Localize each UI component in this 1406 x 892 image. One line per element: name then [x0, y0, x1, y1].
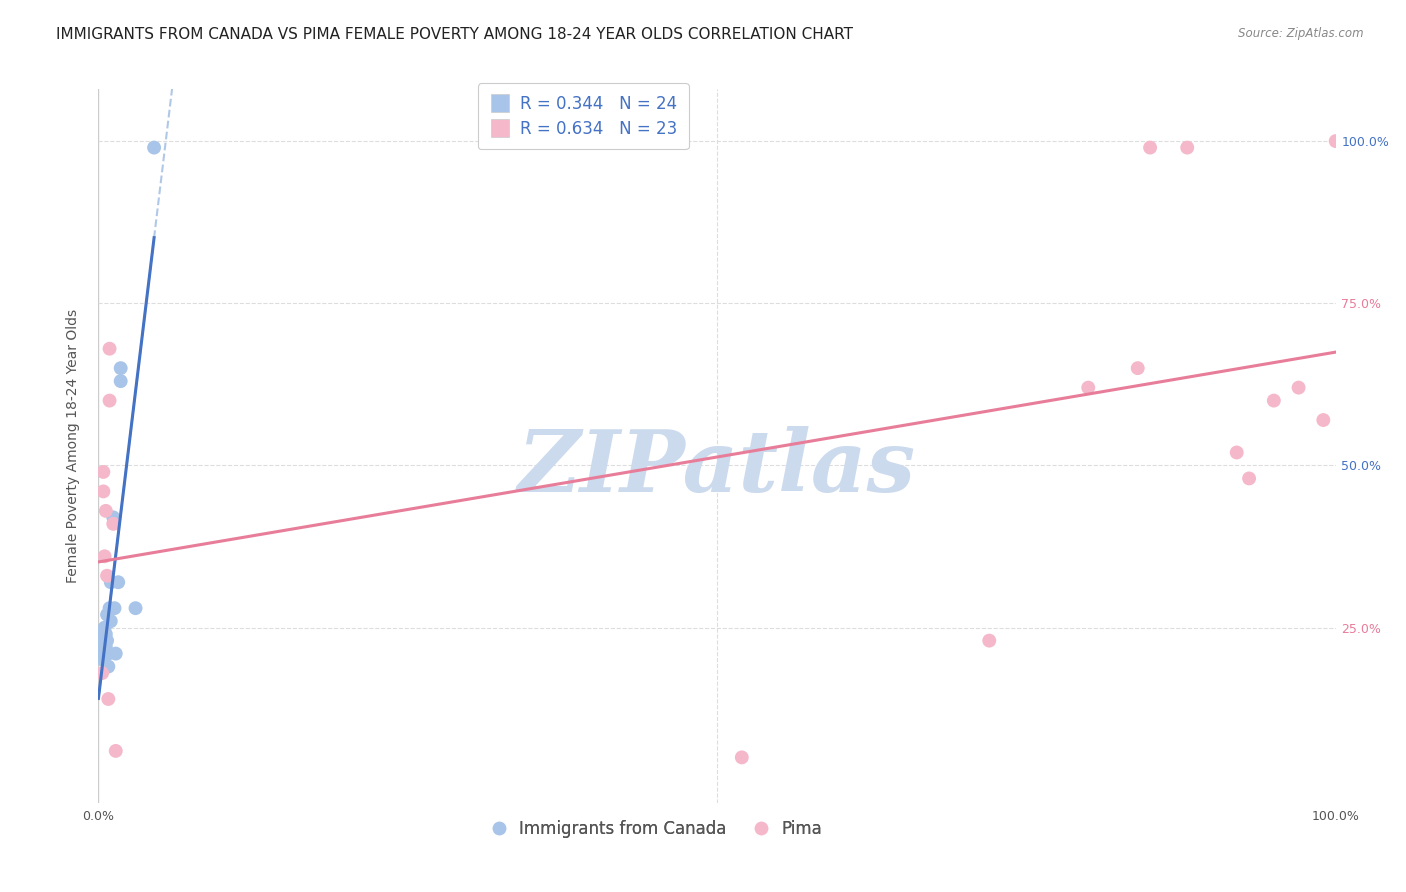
Point — [1226, 445, 1249, 459]
Point — [93, 647, 115, 661]
Point — [100, 614, 122, 628]
Point — [97, 647, 120, 661]
Point — [1288, 381, 1310, 395]
Point — [93, 621, 115, 635]
Point — [93, 653, 115, 667]
Point — [110, 361, 132, 376]
Point — [1263, 393, 1285, 408]
Point — [124, 601, 146, 615]
Point — [94, 504, 117, 518]
Point — [94, 640, 117, 654]
Point — [93, 465, 115, 479]
Point — [91, 627, 114, 641]
Point — [96, 607, 118, 622]
Point — [104, 744, 127, 758]
Point — [100, 575, 122, 590]
Point — [91, 666, 114, 681]
Point — [93, 484, 115, 499]
Point — [93, 633, 115, 648]
Point — [98, 342, 121, 356]
Point — [1139, 140, 1161, 154]
Point — [1126, 361, 1149, 376]
Point — [103, 601, 125, 615]
Point — [110, 374, 132, 388]
Point — [96, 568, 118, 582]
Y-axis label: Female Poverty Among 18-24 Year Olds: Female Poverty Among 18-24 Year Olds — [66, 309, 80, 583]
Text: Source: ZipAtlas.com: Source: ZipAtlas.com — [1239, 27, 1364, 40]
Point — [98, 601, 121, 615]
Point — [93, 549, 115, 564]
Point — [1324, 134, 1347, 148]
Point — [143, 140, 166, 154]
Point — [103, 516, 125, 531]
Point — [979, 633, 1001, 648]
Point — [97, 659, 120, 673]
Point — [104, 647, 127, 661]
Legend: Immigrants from Canada, Pima: Immigrants from Canada, Pima — [482, 814, 828, 845]
Point — [94, 627, 117, 641]
Text: ZIPatlas: ZIPatlas — [517, 425, 917, 509]
Point — [91, 640, 114, 654]
Point — [1175, 140, 1198, 154]
Text: IMMIGRANTS FROM CANADA VS PIMA FEMALE POVERTY AMONG 18-24 YEAR OLDS CORRELATION : IMMIGRANTS FROM CANADA VS PIMA FEMALE PO… — [56, 27, 853, 42]
Point — [98, 393, 121, 408]
Point — [731, 750, 754, 764]
Point — [103, 510, 125, 524]
Point — [93, 633, 115, 648]
Point — [1077, 381, 1099, 395]
Point — [1312, 413, 1334, 427]
Point — [97, 692, 120, 706]
Point — [1237, 471, 1260, 485]
Point — [96, 633, 118, 648]
Point — [107, 575, 129, 590]
